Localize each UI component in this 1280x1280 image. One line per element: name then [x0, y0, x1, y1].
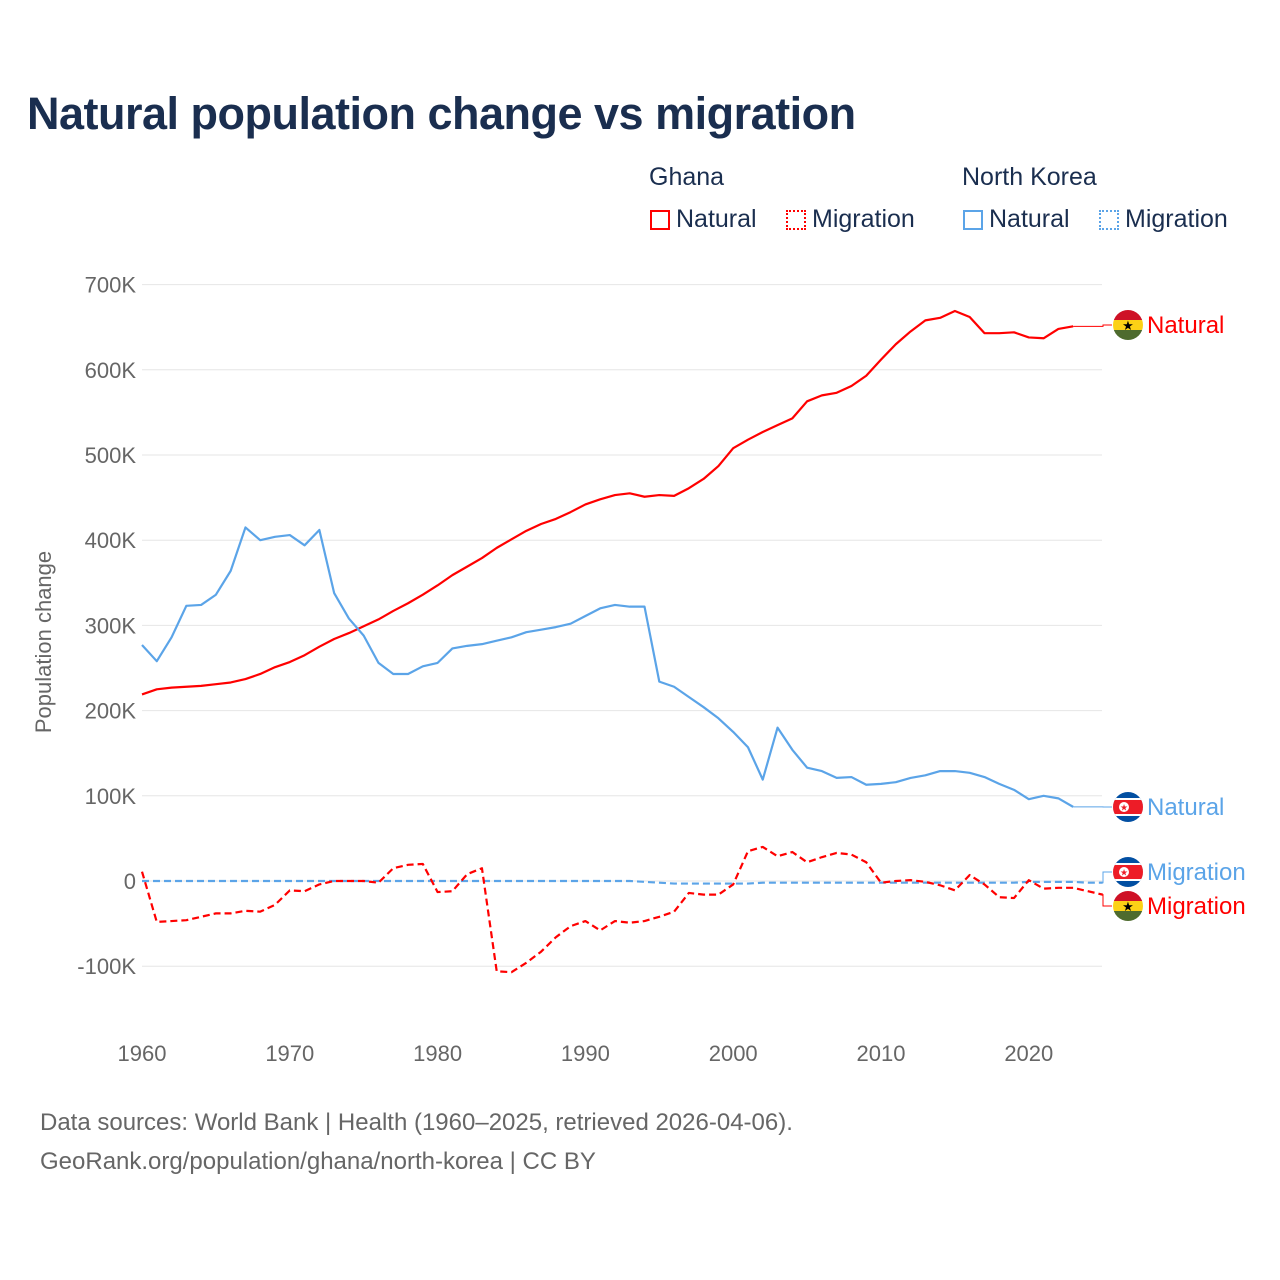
- y-tick-label: 500K: [85, 443, 137, 468]
- y-tick-label: 100K: [85, 784, 137, 809]
- chart-title: Natural population change vs migration: [27, 88, 856, 139]
- x-tick-label: 2010: [857, 1041, 906, 1066]
- legend-swatch-solid-red: [650, 209, 670, 230]
- legend-label: Natural: [989, 205, 1070, 233]
- ghana-flag-icon: ★: [1113, 310, 1143, 340]
- x-tick-label: 1960: [118, 1041, 167, 1066]
- legend-group-ghana: Ghana: [649, 163, 725, 191]
- y-tick-label: 600K: [85, 358, 137, 383]
- end-label-connector: [1073, 324, 1112, 327]
- end-label: Natural: [1147, 794, 1224, 821]
- y-axis-label: Population change: [31, 551, 56, 733]
- end-label: Migration: [1147, 893, 1246, 920]
- legend-label: Migration: [812, 205, 915, 233]
- flag-disc: [1119, 867, 1129, 877]
- flag-body: ★: [1113, 891, 1143, 921]
- ghana-flag-icon: ★: [1113, 891, 1143, 921]
- star-icon: ★: [1122, 318, 1134, 333]
- legend-label: Migration: [1125, 205, 1228, 233]
- x-tick-label: 2000: [709, 1041, 758, 1066]
- flag-stripe-gold: [1113, 320, 1143, 330]
- north-korea-flag-icon: ★: [1113, 857, 1143, 887]
- x-tick-label: 2020: [1004, 1041, 1053, 1066]
- legend-ghana-migration[interactable]: Migration: [786, 205, 915, 234]
- end-label: Natural: [1147, 312, 1224, 339]
- flag-body: ★: [1113, 792, 1143, 822]
- legend-north-korea-migration[interactable]: Migration: [1099, 205, 1228, 234]
- legend-label: Natural: [676, 205, 757, 233]
- y-tick-label: -100K: [77, 954, 136, 979]
- flag-stripe-gold: [1113, 901, 1143, 911]
- flag-stripe-green: [1113, 330, 1143, 340]
- series-line-ghana-migration: [140, 845, 1103, 974]
- footer-sources: Data sources: World Bank | Health (1960–…: [40, 1109, 793, 1136]
- series-line-north-korea-migration: [142, 879, 1103, 885]
- series-line-ghana-natural: [141, 309, 1074, 696]
- flag-stripe-red: [1113, 310, 1143, 320]
- legend-swatch-solid-blue: [963, 209, 983, 230]
- star-icon: ★: [1120, 868, 1128, 878]
- series-line-north-korea-natural: [141, 526, 1074, 808]
- x-tick-label: 1980: [413, 1041, 462, 1066]
- footer-link[interactable]: GeoRank.org/population/ghana/north-korea…: [40, 1148, 596, 1175]
- end-label: Migration: [1147, 859, 1246, 886]
- north-korea-flag-icon: ★: [1113, 792, 1143, 822]
- y-tick-label: 400K: [85, 528, 137, 553]
- y-tick-label: 300K: [85, 613, 137, 638]
- end-label-connector: [1102, 871, 1112, 884]
- y-tick-label: 200K: [85, 699, 137, 724]
- star-icon: ★: [1122, 899, 1134, 914]
- x-tick-label: 1990: [561, 1041, 610, 1066]
- flag-stripe-green: [1113, 911, 1143, 921]
- y-tick-label: 0: [124, 869, 136, 894]
- legend-ghana-natural[interactable]: Natural: [650, 205, 757, 234]
- flag-stripe-red: [1113, 891, 1143, 901]
- flag-body: ★: [1113, 310, 1143, 340]
- x-tick-label: 1970: [265, 1041, 314, 1066]
- flag-disc: [1119, 802, 1129, 812]
- legend-north-korea-natural[interactable]: Natural: [963, 205, 1070, 234]
- star-icon: ★: [1120, 803, 1128, 813]
- legend-swatch-dotted-red: [786, 209, 806, 230]
- y-tick-label: 700K: [85, 273, 137, 298]
- legend-group-north-korea: North Korea: [962, 163, 1097, 191]
- legend-swatch-dotted-blue: [1099, 209, 1119, 230]
- flag-body: ★: [1113, 857, 1143, 887]
- end-label-connector: [1102, 894, 1112, 907]
